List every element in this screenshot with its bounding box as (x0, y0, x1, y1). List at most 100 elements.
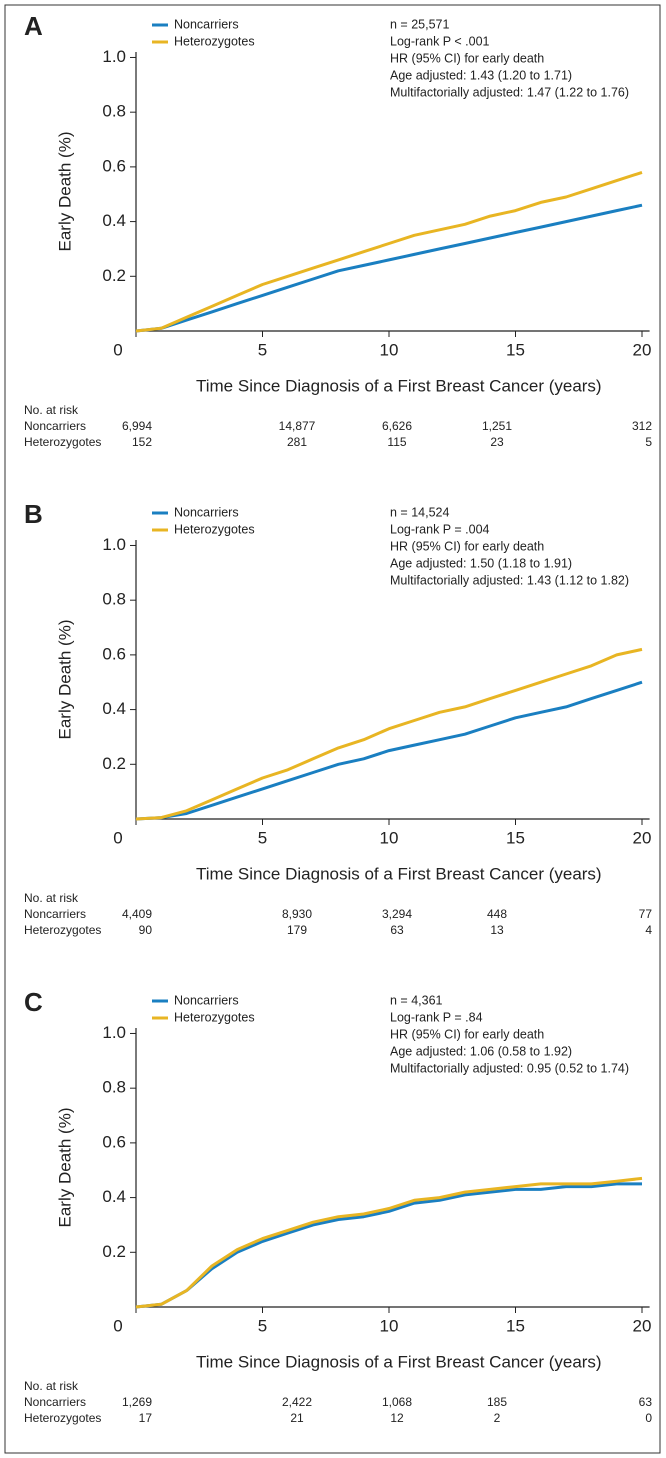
risk-title: No. at risk (24, 1379, 79, 1393)
y-axis-title: Early Death (%) (55, 132, 74, 252)
legend-label: Heterozygotes (174, 34, 255, 48)
x-axis-title: Time Since Diagnosis of a First Breast C… (196, 864, 602, 883)
y-tick-label: 0.2 (102, 1242, 126, 1261)
x-tick-label: 10 (380, 340, 399, 359)
x-tick-label: 15 (506, 340, 525, 359)
x-axis-title: Time Since Diagnosis of a First Breast C… (196, 1352, 602, 1371)
risk-value: 0 (645, 1411, 652, 1425)
annotation: Age adjusted: 1.06 (0.58 to 1.92) (390, 1044, 572, 1058)
survival-line (135, 1176, 643, 1309)
risk-value: 4,409 (122, 907, 152, 921)
risk-row-name: Heterozygotes (24, 435, 101, 449)
survival-line (135, 680, 643, 821)
panel-label: A (24, 11, 43, 41)
x-tick-label: 5 (258, 1316, 267, 1335)
annotation: n = 25,571 (390, 17, 449, 31)
x-tick-label: 5 (258, 828, 267, 847)
risk-row-name: Heterozygotes (24, 923, 101, 937)
legend-label: Noncarriers (174, 993, 239, 1007)
annotation: Multifactorially adjusted: 1.43 (1.12 to… (390, 573, 629, 587)
risk-value: 115 (387, 435, 406, 449)
risk-row-name: Noncarriers (24, 419, 86, 433)
y-tick-label: 0.8 (102, 1078, 126, 1097)
y-tick-label: 0.6 (102, 1132, 126, 1151)
y-tick-label: 0.4 (102, 211, 126, 230)
annotation: Age adjusted: 1.43 (1.20 to 1.71) (390, 68, 572, 82)
x-tick-label: 0 (113, 340, 122, 359)
y-tick-label: 0.2 (102, 754, 126, 773)
annotation: n = 4,361 (390, 993, 443, 1007)
risk-value: 6,626 (382, 419, 412, 433)
annotation: HR (95% CI) for early death (390, 539, 544, 553)
y-tick-label: 0.4 (102, 1187, 126, 1206)
annotation: Log-rank P < .001 (390, 34, 490, 48)
y-tick-label: 0.2 (102, 266, 126, 285)
risk-value: 90 (139, 923, 153, 937)
risk-row-name: Heterozygotes (24, 1411, 101, 1425)
risk-value: 12 (390, 1411, 404, 1425)
risk-value: 179 (287, 923, 307, 937)
risk-value: 6,994 (122, 419, 152, 433)
risk-value: 185 (487, 1395, 507, 1409)
risk-value: 1,251 (482, 419, 512, 433)
x-tick-label: 20 (633, 828, 652, 847)
y-tick-label: 0.4 (102, 699, 126, 718)
annotation: Multifactorially adjusted: 0.95 (0.52 to… (390, 1061, 629, 1075)
risk-value: 63 (639, 1395, 653, 1409)
annotation: Log-rank P = .84 (390, 1010, 483, 1024)
risk-value: 8,930 (282, 907, 312, 921)
risk-title: No. at risk (24, 891, 79, 905)
frame (4, 4, 661, 1454)
y-tick-label: 1.0 (102, 535, 126, 554)
y-axis-title: Early Death (%) (55, 1108, 74, 1228)
risk-value: 5 (645, 435, 652, 449)
x-tick-label: 20 (633, 1316, 652, 1335)
panel-label: C (24, 987, 43, 1017)
risk-row-name: Noncarriers (24, 1395, 86, 1409)
annotation: Log-rank P = .004 (390, 522, 490, 536)
risk-value: 21 (290, 1411, 304, 1425)
risk-value: 312 (632, 419, 652, 433)
y-tick-label: 0.8 (102, 102, 126, 121)
legend-label: Noncarriers (174, 17, 239, 31)
risk-value: 4 (645, 923, 652, 937)
legend-label: Noncarriers (174, 505, 239, 519)
x-tick-label: 15 (506, 1316, 525, 1335)
x-tick-label: 5 (258, 340, 267, 359)
legend-label: Heterozygotes (174, 1010, 255, 1024)
x-tick-label: 10 (380, 1316, 399, 1335)
risk-value: 281 (287, 435, 307, 449)
survival-line (135, 203, 643, 333)
survival-line (135, 170, 643, 333)
y-tick-label: 1.0 (102, 47, 126, 66)
risk-value: 13 (490, 923, 504, 937)
risk-title: No. at risk (24, 403, 79, 417)
panel-label: B (24, 499, 43, 529)
annotation: HR (95% CI) for early death (390, 1027, 544, 1041)
risk-value: 77 (639, 907, 653, 921)
panel: A 0.2 0.4 0.6 0.8 1.0 0 5 10 15 20 Time Since Diagn… (24, 11, 652, 449)
x-tick-label: 15 (506, 828, 525, 847)
risk-value: 152 (132, 435, 152, 449)
annotation: Multifactorially adjusted: 1.47 (1.22 to… (390, 85, 629, 99)
annotation: HR (95% CI) for early death (390, 51, 544, 65)
panel: B 0.2 0.4 0.6 0.8 1.0 0 5 10 15 20 Time Since Diagn… (24, 499, 652, 937)
legend-label: Heterozygotes (174, 522, 255, 536)
risk-value: 23 (490, 435, 504, 449)
annotation: n = 14,524 (390, 505, 449, 519)
risk-row-name: Noncarriers (24, 907, 86, 921)
risk-value: 63 (390, 923, 404, 937)
annotation: Age adjusted: 1.50 (1.18 to 1.91) (390, 556, 572, 570)
x-axis-title: Time Since Diagnosis of a First Breast C… (196, 376, 602, 395)
risk-value: 14,877 (279, 419, 316, 433)
risk-value: 448 (487, 907, 507, 921)
y-tick-label: 0.6 (102, 156, 126, 175)
risk-value: 2,422 (282, 1395, 312, 1409)
risk-value: 3,294 (382, 907, 412, 921)
x-tick-label: 20 (633, 340, 652, 359)
x-tick-label: 10 (380, 828, 399, 847)
survival-line (135, 647, 643, 821)
survival-line (135, 1182, 642, 1309)
